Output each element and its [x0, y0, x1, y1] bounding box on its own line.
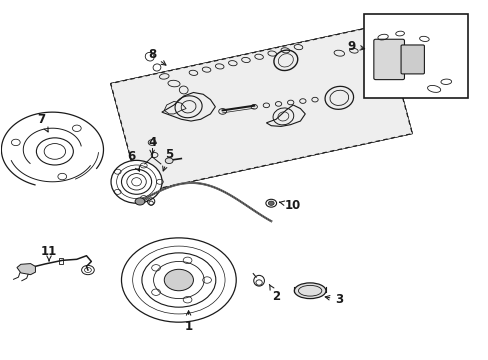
Circle shape: [268, 201, 274, 205]
Circle shape: [165, 158, 173, 163]
Bar: [59, 258, 62, 264]
Ellipse shape: [294, 283, 325, 298]
Text: 10: 10: [279, 198, 301, 212]
Text: 4: 4: [148, 136, 156, 155]
Text: 2: 2: [269, 284, 280, 303]
Circle shape: [135, 198, 144, 205]
Polygon shape: [111, 24, 411, 193]
Circle shape: [164, 269, 193, 291]
Text: 8: 8: [148, 49, 165, 65]
Text: 9: 9: [346, 40, 364, 53]
FancyBboxPatch shape: [400, 45, 424, 74]
Text: 11: 11: [41, 245, 57, 261]
Text: 6: 6: [127, 150, 139, 171]
Text: 7: 7: [37, 113, 48, 132]
Ellipse shape: [111, 160, 162, 203]
Bar: [363, 14, 467, 98]
Text: 1: 1: [184, 311, 192, 333]
Text: 3: 3: [325, 293, 343, 306]
Polygon shape: [111, 24, 411, 193]
FancyBboxPatch shape: [373, 39, 404, 80]
Polygon shape: [17, 264, 35, 275]
Text: 5: 5: [163, 148, 173, 171]
